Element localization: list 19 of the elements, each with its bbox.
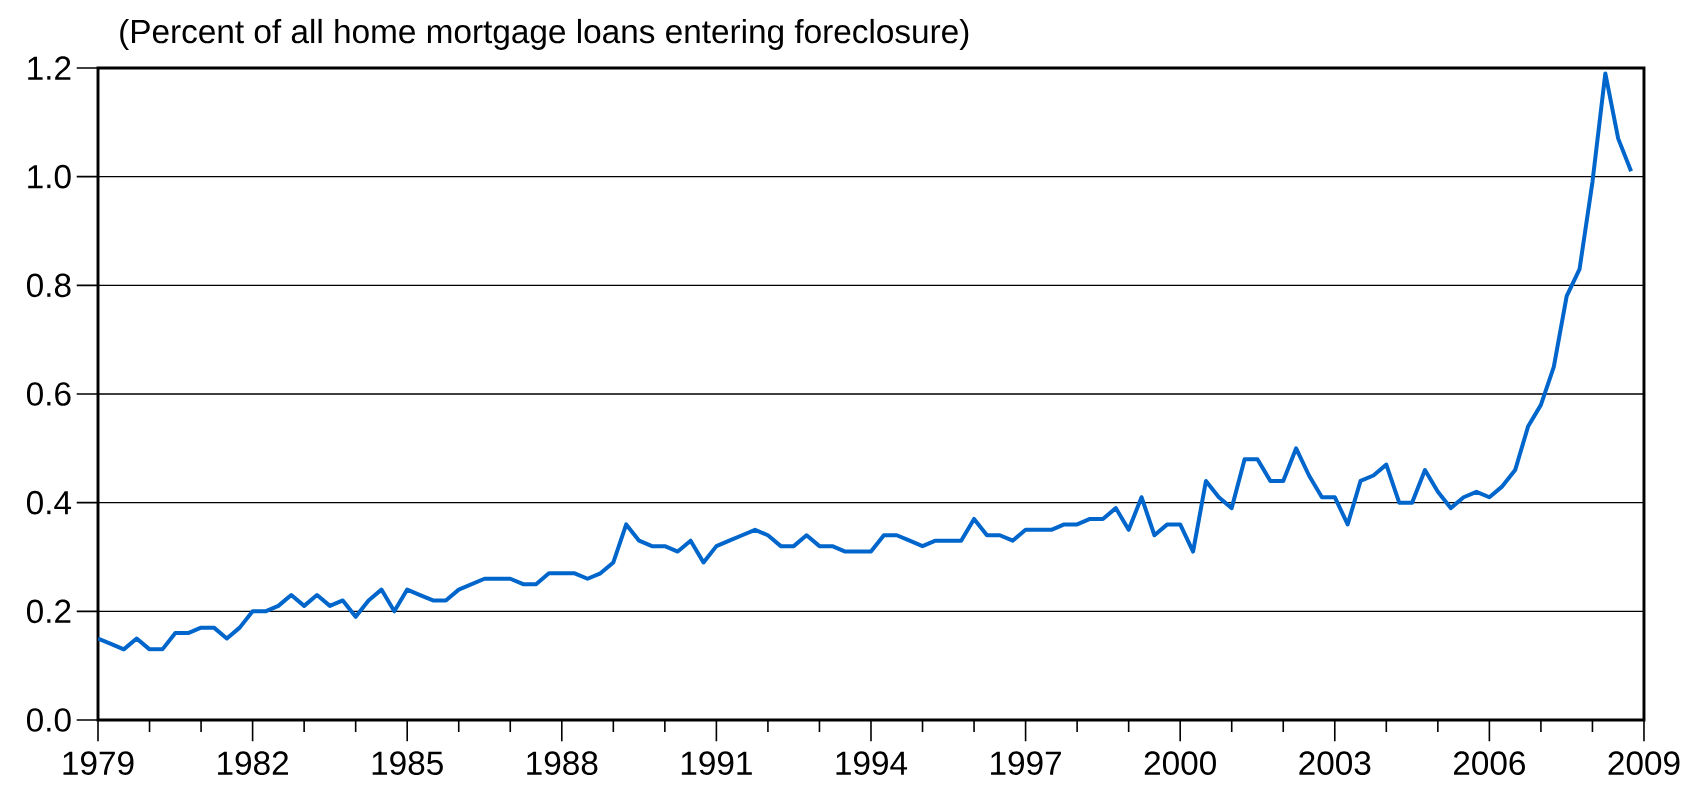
x-tick-label: 1985 <box>372 751 443 775</box>
y-tick-label: 1.2 <box>28 56 71 80</box>
x-tick-label: 2000 <box>1144 751 1216 775</box>
x-tick-label: 2006 <box>1453 751 1525 775</box>
x-tick-label: 1988 <box>527 751 598 775</box>
x-tick-label: 2009 <box>1608 751 1680 775</box>
y-tick-label: 0.6 <box>26 382 71 406</box>
x-tick-label: 1982 <box>218 751 288 775</box>
y-tick-label: 1.0 <box>28 164 71 189</box>
x-tick-label: 1979 <box>63 751 134 775</box>
y-tick-label: 0.8 <box>26 273 71 298</box>
x-tick-label: 1997 <box>991 751 1061 775</box>
x-tick-label: 1991 <box>681 751 752 775</box>
x-tick-label: 2003 <box>1299 751 1371 775</box>
chart-title: (Percent of all home mortgage loans entering foreclosure) <box>120 18 969 50</box>
y-tick-label: 0.2 <box>26 599 71 624</box>
x-tick-label: 1994 <box>836 751 908 775</box>
y-tick-label: 0.0 <box>26 708 71 732</box>
y-tick-label: 0.4 <box>26 490 72 515</box>
